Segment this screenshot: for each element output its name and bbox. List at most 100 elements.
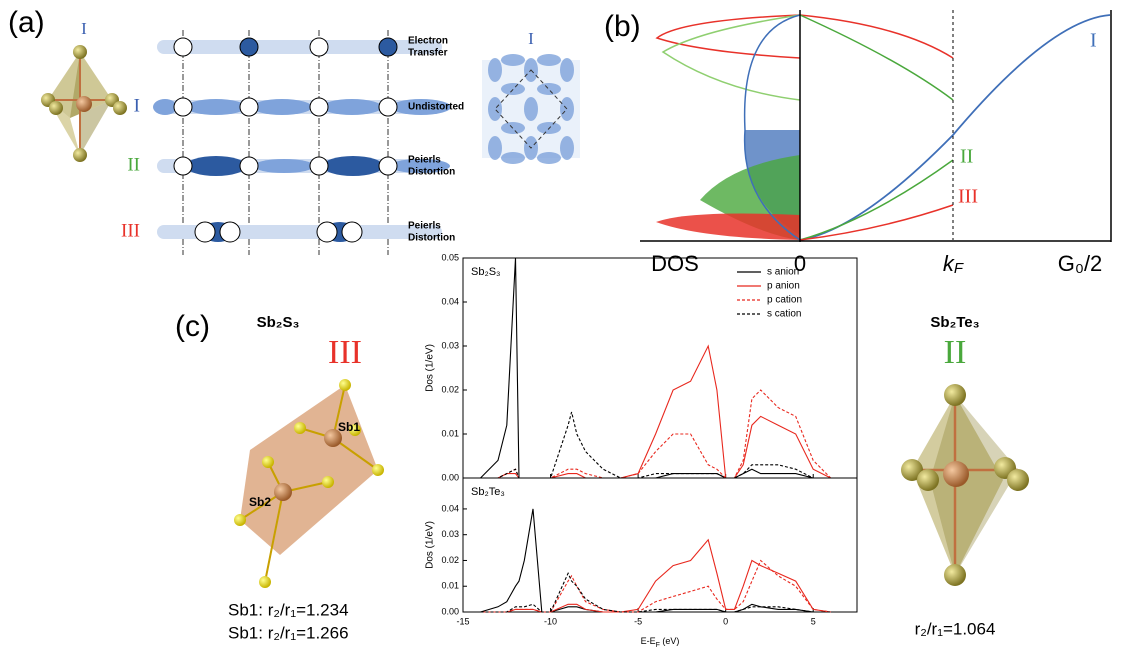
plot-annotation: Sb₂S₃ — [471, 266, 501, 278]
x-tick-label: -15 — [456, 616, 469, 626]
axis-label-part: F — [954, 260, 964, 277]
bond — [390, 159, 450, 173]
roman-label: I — [528, 29, 534, 48]
panel-label: (c) — [175, 310, 210, 343]
bond — [186, 156, 246, 176]
site — [378, 37, 398, 57]
dos-line — [480, 571, 831, 613]
site — [316, 221, 338, 243]
x-tick-label: 0 — [723, 616, 728, 626]
panel-label: (a) — [8, 6, 45, 39]
y-tick-label: 0.04 — [441, 503, 459, 513]
bond — [323, 156, 383, 176]
x-axis-label: E-EF (eV) — [641, 636, 680, 648]
structure-title: Sb₂S₃ — [257, 314, 300, 331]
site — [309, 97, 329, 117]
site — [239, 37, 259, 57]
site — [309, 37, 329, 57]
chain-diagram — [153, 30, 451, 255]
y-tick-label: 0.02 — [441, 384, 459, 394]
roman-label: II — [127, 154, 140, 175]
dos-line — [480, 411, 831, 479]
row-label: Peierls — [408, 155, 441, 166]
y-tick-label: 0.01 — [441, 581, 459, 591]
row-label: Transfer — [408, 48, 448, 59]
curve-label: I — [1090, 30, 1097, 52]
site — [219, 221, 241, 243]
bond — [322, 99, 382, 115]
ratio-text: Sb1: r₂/r₁=1.234 — [228, 600, 349, 619]
band-diagram — [640, 10, 1112, 242]
site-label: Sb2 — [249, 495, 271, 509]
dos-line — [480, 508, 831, 613]
row-label: Undistorted — [408, 102, 464, 113]
axis-label: G₀/2 — [1058, 251, 1103, 276]
dos-line — [480, 344, 831, 479]
x-axis-label-part: E-E — [641, 636, 656, 646]
legend-label: s cation — [767, 309, 801, 320]
y-tick-label: 0.02 — [441, 555, 459, 565]
y-axis-label: Dos (1/eV) — [425, 521, 436, 569]
bond — [252, 99, 312, 115]
octahedron — [41, 45, 127, 162]
lattice — [482, 54, 580, 164]
legend-label: s anion — [767, 267, 799, 278]
row-label: Peierls — [408, 221, 441, 232]
y-tick-label: 0.00 — [441, 606, 459, 616]
y-tick-label: 0.05 — [441, 252, 459, 262]
bond — [153, 99, 177, 115]
site — [173, 37, 193, 57]
curve-label: II — [960, 146, 973, 168]
row-label: Distortion — [408, 167, 455, 178]
sb2s3-structure — [234, 379, 384, 588]
row-label: Distortion — [408, 233, 455, 244]
ratio-text: Sb1: r₂/r₁=1.266 — [228, 623, 349, 642]
roman-label: III — [121, 220, 140, 241]
y-tick-label: 0.01 — [441, 428, 459, 438]
structure-title: Sb₂Te₃ — [930, 314, 979, 331]
axis-label: 0 — [794, 251, 806, 276]
x-axis-label-part: F — [656, 642, 660, 649]
roman-label: II — [944, 334, 967, 371]
roman-label: I — [81, 19, 87, 38]
legend-label: p anion — [767, 281, 800, 292]
axis-label: kF — [943, 251, 964, 277]
y-axis-label: Dos (1/eV) — [425, 344, 436, 392]
x-axis-label-part: (eV) — [660, 636, 680, 646]
axis-label-part: k — [943, 251, 955, 276]
y-tick-label: 0.00 — [441, 472, 459, 482]
site — [173, 97, 193, 117]
chain-band — [157, 40, 442, 54]
site — [378, 97, 398, 117]
y-tick-label: 0.03 — [441, 529, 459, 539]
roman-label: I — [134, 95, 140, 116]
legend-label: p cation — [767, 295, 802, 306]
bond — [186, 99, 246, 115]
sb2te3-structure — [901, 384, 1029, 586]
site — [378, 156, 398, 176]
y-tick-label: 0.03 — [441, 340, 459, 350]
site — [309, 156, 329, 176]
bond — [391, 99, 451, 115]
plot-annotation: Sb₂Te₃ — [471, 486, 505, 498]
panel-label: (b) — [604, 10, 641, 43]
x-tick-label: -5 — [634, 616, 642, 626]
ratio-text: r₂/r₁=1.064 — [915, 619, 996, 638]
curve-label: III — [958, 186, 978, 208]
x-tick-label: 5 — [811, 616, 816, 626]
dos-line — [480, 559, 831, 613]
bond — [254, 159, 314, 173]
roman-label: III — [328, 334, 362, 371]
axis-label: DOS — [651, 251, 699, 276]
site-label: Sb1 — [338, 420, 360, 434]
site — [194, 221, 216, 243]
dos-line — [480, 538, 831, 613]
site — [239, 97, 259, 117]
row-label: Electron — [408, 36, 448, 47]
y-tick-label: 0.04 — [441, 296, 459, 306]
x-tick-label: -10 — [544, 616, 557, 626]
plot-frame — [462, 477, 858, 613]
site — [173, 156, 193, 176]
site — [239, 156, 259, 176]
